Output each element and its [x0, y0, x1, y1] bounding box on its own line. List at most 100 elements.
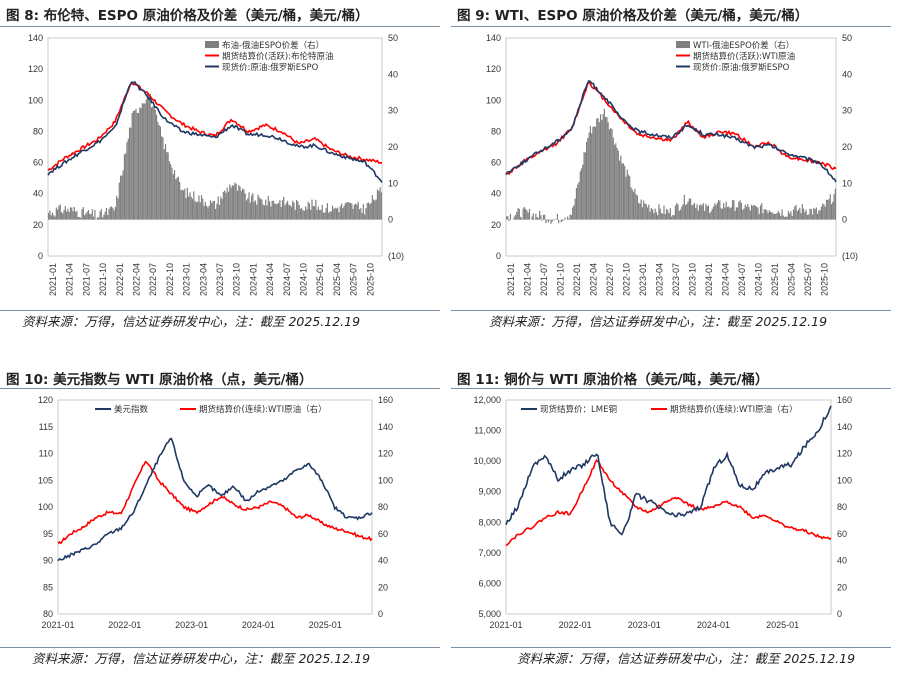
x-tick-label: 2022-01 [115, 263, 125, 296]
x-tick-label: 2021-04 [65, 263, 75, 296]
y2-tick-label: 160 [378, 395, 393, 405]
y-tick-label: 11,000 [474, 426, 501, 436]
x-tick-label: 2025-01 [309, 620, 342, 630]
legend-label: 布油-俄油ESPO价差（右） [222, 40, 324, 51]
x-tick-label: 2021-01 [48, 263, 58, 296]
x-tick-label: 2023-10 [232, 263, 242, 296]
chart-fig9: 0 20 40 60 80 100 120 140 (10) 0 10 20 30 40 50 2021-01… [486, 33, 858, 296]
plot-frame [505, 399, 832, 615]
y2-tick-label: 120 [837, 449, 852, 459]
panel-fig10: 图 10: 美元指数与 WTI 原油价格（点，美元/桶） 80 85 90 95 100… [0, 340, 440, 675]
y2-tick-label: 140 [837, 422, 852, 432]
x-tick-label: 2023-07 [671, 263, 681, 296]
y2-tick-label: 50 [842, 33, 852, 43]
y2-tick-label: 0 [837, 609, 842, 619]
panel-fig8: 图 8: 布伦特、ESPO 原油价格及价差（美元/桶，美元/桶） 0 20 40 60… [0, 0, 440, 335]
legend-label: 现货结算价：LME铜 [540, 404, 617, 415]
x-tick-label: 2024-04 [720, 263, 730, 296]
legend-label: 现货价:原油:俄罗斯ESPO [693, 62, 790, 73]
chart-fig11: 5,000 6,000 7,000 8,000 9,000 10,000 11,000 12,… [473, 395, 852, 630]
x-tick-label: 2021-10 [98, 263, 108, 296]
y-tick-label: 120 [486, 64, 501, 74]
y-tick-label: 80 [43, 609, 53, 619]
y2-tick-label: 40 [388, 69, 398, 79]
x-tick-label: 2025-10 [819, 263, 829, 296]
legend-label: 期货结算价(活跃):WTI原油 [693, 51, 795, 62]
y2-tick-label: 30 [388, 106, 398, 116]
x-tick-label: 2021-10 [555, 263, 565, 296]
y-tick-label: 5,000 [478, 609, 501, 619]
y-tick-label: 80 [491, 126, 501, 136]
x-tick-label: 2024-04 [265, 263, 275, 296]
legend-label: 期货结算价(连续):WTI原油（右） [670, 404, 798, 415]
y2-tick-label: 20 [378, 582, 388, 592]
legend-label: 期货结算价(连续):WTI原油（右） [199, 404, 327, 415]
x-tick-label: 2025-04 [786, 263, 796, 296]
y2-tick-label: 100 [378, 475, 393, 485]
x-tick-label: 2021-01 [41, 620, 74, 630]
y-tick-label: 95 [43, 529, 53, 539]
x-tick-label: 2025-10 [365, 263, 375, 296]
y-tick-label: 7,000 [478, 548, 501, 558]
x-tick-label: 2023-04 [654, 263, 664, 296]
y-tick-label: 9,000 [478, 487, 501, 497]
x-tick-label: 2022-04 [132, 263, 142, 296]
y-tick-label: 40 [33, 189, 43, 199]
y-tick-label: 60 [33, 158, 43, 168]
x-tick-label: 2025-01 [766, 620, 799, 630]
y-tick-label: 0 [496, 251, 501, 261]
chart-title: 图 10: 美元指数与 WTI 原油价格（点，美元/桶） [6, 372, 313, 388]
source-note: 资料来源：万得，信达证券研发中心，注：截至 2025.12.19 [489, 314, 828, 329]
panel-fig11: 图 11: 铜价与 WTI 原油价格（美元/吨，美元/桶） 5,000 6,000… [451, 340, 891, 675]
x-tick-label: 2022-01 [108, 620, 141, 630]
y2-tick-label: 20 [837, 582, 847, 592]
series-line [505, 79, 837, 183]
x-tick-label: 2025-04 [332, 263, 342, 296]
x-tick-label: 2023-04 [198, 263, 208, 296]
legend-label: 现货价:原油:俄罗斯ESPO [222, 62, 319, 73]
x-tick-label: 2023-07 [215, 263, 225, 296]
x-tick-label: 2025-01 [770, 263, 780, 296]
source-rule [0, 647, 440, 648]
series-line [57, 437, 373, 562]
x-tick-label: 2022-01 [572, 263, 582, 296]
chart-title: 图 9: WTI、ESPO 原油价格及价差（美元/桶，美元/桶） [457, 8, 809, 24]
series-line [47, 82, 383, 171]
y-tick-label: 110 [39, 449, 53, 459]
title-rule [0, 388, 440, 389]
y-tick-label: 10,000 [473, 456, 501, 466]
y2-tick-label: 10 [842, 178, 852, 188]
x-tick-label: 2023-10 [687, 263, 697, 296]
y2-tick-label: (10) [842, 251, 858, 261]
y-tick-label: 105 [38, 475, 53, 485]
x-tick-label: 2021-01 [506, 263, 516, 296]
x-tick-label: 2024-07 [737, 263, 747, 296]
chart-title: 图 11: 铜价与 WTI 原油价格（美元/吨，美元/桶） [457, 372, 769, 388]
y-tick-label: 80 [33, 126, 43, 136]
x-tick-label: 2024-01 [248, 263, 258, 296]
y2-tick-label: 60 [378, 529, 388, 539]
y-tick-label: 115 [39, 422, 53, 432]
y2-tick-label: 0 [388, 215, 393, 225]
title-rule [0, 26, 440, 27]
y-tick-label: 140 [28, 33, 43, 43]
x-tick-label: 2025-07 [349, 263, 359, 296]
x-tick-label: 2021-07 [539, 263, 549, 296]
source-note: 资料来源：万得，信达证券研发中心，注：截至 2025.12.19 [517, 651, 856, 666]
series-line [505, 405, 832, 536]
y-tick-label: 140 [486, 33, 501, 43]
y2-tick-label: 0 [842, 215, 847, 225]
x-tick-label: 2022-01 [559, 620, 592, 630]
x-tick-label: 2023-01 [175, 620, 208, 630]
y2-tick-label: 80 [378, 502, 388, 512]
y2-tick-label: 40 [837, 556, 847, 566]
y-tick-label: 60 [491, 158, 501, 168]
y2-tick-label: 80 [837, 502, 847, 512]
x-tick-label: 2022-07 [148, 263, 158, 296]
title-rule [451, 388, 891, 389]
x-tick-label: 2023-01 [182, 263, 192, 296]
series-line [505, 459, 832, 547]
y-tick-label: 100 [28, 95, 43, 105]
plot-frame [57, 399, 373, 615]
x-tick-label: 2022-10 [165, 263, 175, 296]
